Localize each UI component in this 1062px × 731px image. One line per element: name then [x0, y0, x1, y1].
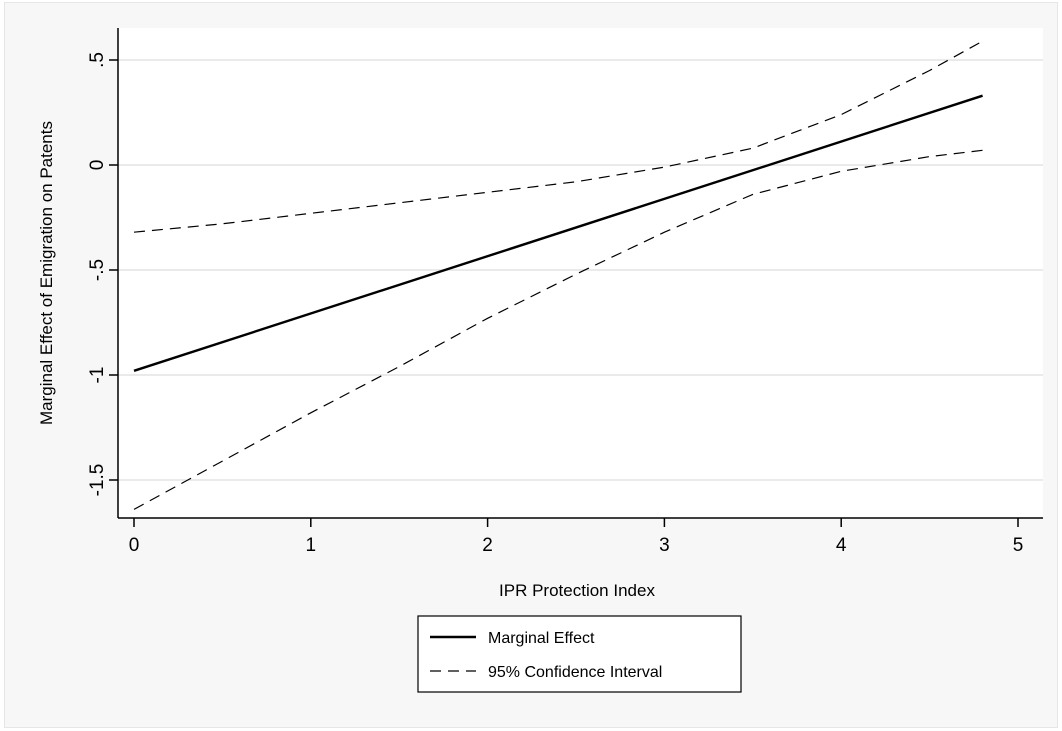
grid-lines — [118, 59, 1043, 481]
x-tick-label: 3 — [659, 535, 670, 556]
x-tick-label: 5 — [1013, 535, 1024, 556]
y-tick-label: -1 — [87, 367, 108, 384]
x-tick-label: 0 — [129, 535, 140, 556]
y-tick-label: .5 — [87, 52, 108, 68]
legend-box — [417, 615, 742, 693]
marginal-effect-line — [133, 94, 983, 372]
x-axis-title: IPR Protection Index — [499, 581, 655, 600]
y-tick-label: -1.5 — [87, 464, 108, 497]
x-tick-label: 2 — [482, 535, 493, 556]
y-tick-label: 0 — [87, 160, 108, 171]
y-tick-label: -.5 — [87, 259, 108, 281]
legend: Marginal Effect 95% Confidence Interval — [417, 615, 742, 693]
series-lines — [133, 40, 983, 510]
legend-label: Marginal Effect — [488, 630, 595, 647]
y-axis-title: Marginal Effect of Emigration on Patents — [37, 121, 56, 425]
ci-lower-line — [133, 149, 983, 510]
x-tick-label: 4 — [836, 535, 847, 556]
legend-label: 95% Confidence Interval — [488, 664, 662, 681]
axes: -1.5 -1 -.5 0 .5 0 1 2 3 4 5 — [87, 28, 1043, 556]
plot-area — [118, 28, 1043, 518]
ci-upper-line — [133, 40, 983, 233]
x-tick-label: 1 — [306, 535, 317, 556]
